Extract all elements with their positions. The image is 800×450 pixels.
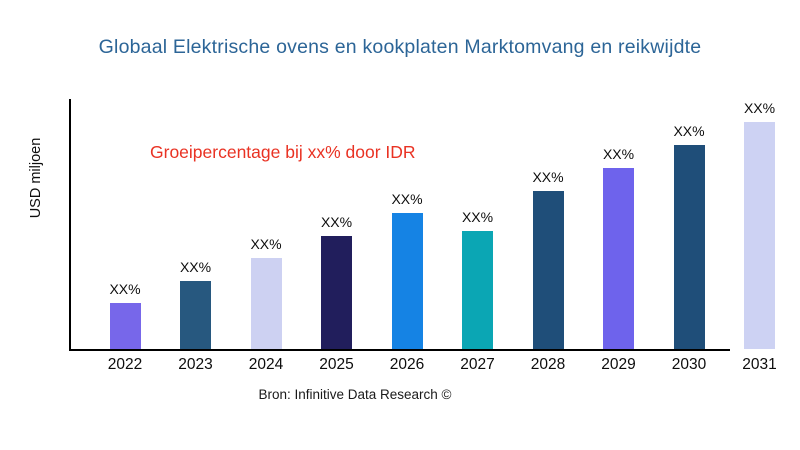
x-tick-2027: 2027 [460,356,495,373]
bar-value-label-2030: XX% [673,123,705,139]
x-tick-2022: 2022 [107,356,143,373]
x-tick-2031: 2031 [742,356,777,373]
bar-2025 [321,236,352,349]
bar-value-label-2031: XX% [743,100,776,116]
x-tick-2029: 2029 [601,356,636,373]
bar-2023 [180,281,211,349]
chart-title: Globaal Elektrische ovens en kookplaten … [98,36,702,58]
bar-value-label-2024: XX% [250,236,282,252]
bar-value-label-2027: XX% [461,209,494,225]
bar-value-label-2029: XX% [602,146,635,162]
bar-2022 [109,303,141,349]
bar-2030 [673,145,705,349]
x-tick-2024: 2024 [248,356,284,373]
source-credit: Bron: Infinitive Data Research © [258,387,452,402]
bar-value-label-2023: XX% [179,259,212,275]
bar-2031 [744,122,775,349]
bar-value-label-2026: XX% [391,191,423,207]
bar-2029 [603,168,634,349]
x-tick-2030: 2030 [671,356,707,373]
bar-value-label-2025: XX% [320,214,353,230]
x-tick-2025: 2025 [319,356,354,373]
x-axis-line [69,349,730,351]
y-axis-line [69,99,71,351]
x-tick-2023: 2023 [178,356,213,373]
bar-value-label-2028: XX% [532,169,564,185]
growth-rate-annotation: Groeipercentage bij xx% door IDR [150,142,416,162]
x-tick-2026: 2026 [389,356,425,373]
bar-2028 [532,191,564,349]
bar-2024 [250,258,282,349]
y-axis-title: USD miljoen [28,137,44,219]
x-tick-2028: 2028 [530,356,566,373]
bar-2027 [462,231,493,349]
bar-2026 [391,213,423,349]
bar-value-label-2022: XX% [109,281,141,297]
